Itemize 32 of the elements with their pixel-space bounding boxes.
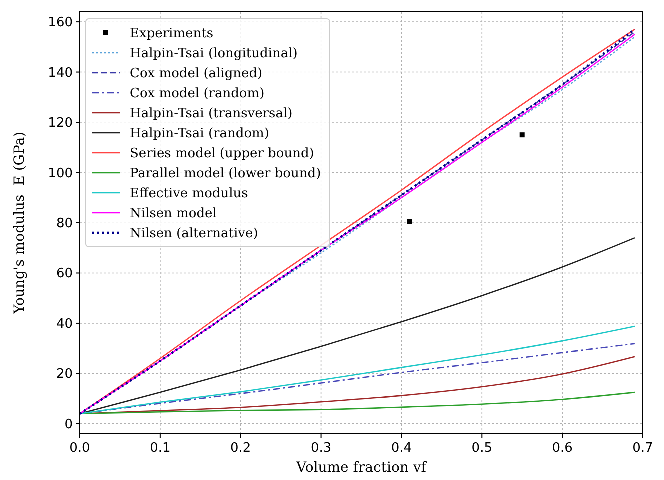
x-tick-label: 0.7	[632, 441, 654, 456]
x-tick-label: 0.6	[552, 441, 573, 456]
x-axis-title: Volume fraction vf	[296, 460, 428, 476]
legend-label: Experiments	[130, 26, 214, 42]
x-tick-label: 0.1	[150, 441, 171, 456]
legend-label: Halpin-Tsai (random)	[130, 126, 270, 142]
y-tick-label: 160	[48, 16, 73, 31]
y-tick-label: 120	[48, 116, 73, 132]
y-tick-label: 20	[56, 367, 73, 382]
legend-label: Nilsen (alternative)	[130, 226, 258, 242]
x-tick-label: 0.2	[230, 441, 252, 456]
y-tick-label: 140	[48, 66, 73, 81]
y-axis-title: Young's modulus E (GPa)	[12, 132, 28, 316]
legend-label: Cox model (aligned)	[130, 66, 263, 82]
y-tick-label: 60	[56, 266, 73, 282]
line-series	[79, 326, 636, 415]
x-tick-label: 0.0	[70, 441, 90, 456]
legend-label: Nilsen model	[130, 206, 217, 222]
line-series	[79, 392, 636, 415]
x-tick-label: 0.3	[310, 441, 332, 456]
x-tick-label: 0.5	[472, 441, 492, 456]
legend-label: Cox model (random)	[130, 86, 265, 102]
y-tick-label: 100	[48, 166, 73, 182]
legend-label: Series model (upper bound)	[130, 146, 314, 162]
y-tick-label: 0	[64, 417, 73, 432]
legend-label: Halpin-Tsai (transversal)	[130, 106, 293, 122]
legend-label: Parallel model (lower bound)	[130, 166, 322, 182]
y-tick-label: 80	[56, 216, 73, 232]
legend-label: Effective modulus	[130, 186, 248, 202]
y-tick-label: 40	[56, 316, 73, 332]
x-tick-label: 0.4	[391, 441, 412, 456]
legend-label: Halpin-Tsai (longitudinal)	[130, 46, 298, 62]
